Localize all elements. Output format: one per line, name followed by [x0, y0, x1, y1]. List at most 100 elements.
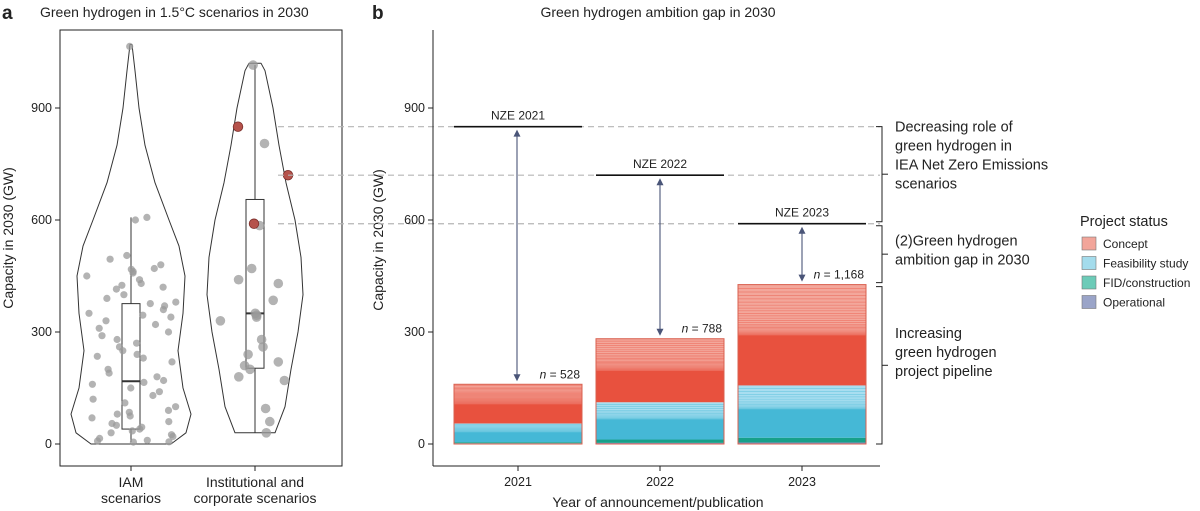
scatter-point-0-50 — [164, 406, 173, 414]
scatter-point-1-11 — [256, 334, 267, 345]
scatter-point-0-43 — [88, 380, 96, 388]
legend-swatch-1 — [1081, 256, 1097, 270]
scatter-point-0-52 — [113, 410, 121, 418]
gap-arrow-head-down-2022 — [656, 328, 664, 336]
bar-2021-fid — [454, 442, 582, 444]
highlight-point-0 — [232, 121, 244, 132]
scatter-point-1-12 — [258, 342, 268, 352]
nze-label-2022: NZE 2022 — [633, 157, 687, 171]
scatter-point-0-21 — [159, 306, 167, 314]
scatter-point-0-5 — [157, 261, 165, 269]
annotation-2-line-1: green hydrogen — [895, 345, 997, 361]
scatter-point-0-54 — [88, 414, 96, 422]
nze-label-2021: NZE 2021 — [491, 109, 545, 123]
scatter-point-0-29 — [98, 332, 106, 340]
legend-swatch-3 — [1081, 295, 1097, 309]
scatter-point-0-41 — [160, 376, 168, 385]
scatter-point-1-3 — [246, 263, 257, 274]
scatter-point-0-25 — [102, 317, 110, 325]
scatter-point-1-21 — [261, 428, 272, 438]
scatter-point-0-26 — [151, 320, 160, 329]
panel-a-xlabel-0-1: scenarios — [101, 490, 161, 506]
bracket-2 — [876, 286, 883, 445]
panel-a-xlabel-1-1: corporate scenarios — [194, 490, 317, 506]
bar-2022-feasibility-dense — [596, 418, 724, 440]
panel-b-xtick-label-0: 2021 — [504, 475, 532, 489]
bracket-1 — [876, 225, 883, 284]
bar-outline-2022 — [595, 338, 725, 445]
annotation-2-line-0: Increasing — [895, 326, 962, 342]
scatter-point-0-0 — [126, 42, 134, 51]
panel-b-ytick-label-900: 900 — [404, 101, 425, 115]
scatter-point-0-46 — [149, 391, 157, 400]
panel-b-annotations: Decreasing role of green hydrogen in IEA N… — [876, 120, 1048, 445]
bar-count-label-2023: n = 1,168 — [814, 268, 865, 282]
panel-b-ytick-label-600: 600 — [404, 213, 425, 227]
scatter-point-0-68 — [129, 438, 137, 446]
legend-label-1: Feasibility study — [1103, 257, 1188, 271]
scatter-point-1-5 — [273, 278, 284, 289]
panel-a-frame — [59, 29, 343, 467]
panel-a-ytick-label-0: 0 — [45, 437, 52, 451]
scatter-point-1-6 — [268, 295, 279, 306]
scatter-point-0-24 — [167, 313, 175, 321]
bar-count-label-2022: n = 788 — [682, 322, 723, 336]
panel-a-violins — [70, 44, 304, 445]
scatter-point-0-27 — [95, 324, 103, 332]
scatter-point-0-16 — [120, 291, 128, 299]
scatter-point-0-6 — [150, 264, 158, 273]
highlight-point-2 — [248, 218, 260, 229]
panel-b-bars: n = 528 n = 788 n = 1,168 — [453, 268, 867, 445]
legend-title: Project status — [1080, 214, 1168, 230]
scatter-point-0-9 — [129, 269, 137, 277]
panel-b-ylabel: Capacity in 2030 (GW) — [370, 169, 386, 311]
gap-arrow-head-down-2021 — [513, 374, 521, 382]
bar-2023-feasibility-dense — [738, 408, 866, 438]
scatter-point-0-45 — [155, 388, 163, 396]
scatter-point-0-18 — [172, 298, 180, 306]
scatter-point-0-33 — [119, 347, 127, 355]
scatter-point-1-13 — [243, 349, 253, 360]
legend-swatch-0 — [1081, 236, 1097, 251]
legend-label-3: Operational — [1103, 296, 1165, 310]
bar-2022-operational — [596, 442, 724, 444]
annotation-1-line-0: (2)Green hydrogen — [895, 234, 1018, 250]
scatter-point-0-30 — [113, 335, 121, 344]
scatter-point-0-53 — [126, 412, 134, 420]
legend-swatch-2 — [1081, 275, 1097, 290]
scatter-point-0-31 — [133, 339, 141, 347]
scatter-point-0-59 — [136, 425, 144, 433]
scatter-point-0-12 — [137, 279, 145, 288]
scatter-point-1-19 — [260, 403, 271, 414]
scatter-point-1-17 — [234, 372, 244, 382]
scatter-point-1-14 — [273, 357, 284, 367]
scatter-point-0-66 — [93, 437, 102, 445]
scatter-point-0-13 — [118, 281, 126, 289]
scatter-point-0-48 — [121, 399, 129, 407]
panel-b-ytick-label-300: 300 — [404, 325, 425, 339]
scatter-point-0-4 — [106, 255, 114, 263]
scatter-point-0-14 — [159, 283, 167, 291]
panel-a-xlabel-1-0: Institutional and — [206, 474, 304, 490]
annotation-0-line-0: Decreasing role of — [895, 120, 1014, 136]
scatter-point-0-35 — [93, 352, 101, 360]
scatter-point-0-22 — [85, 309, 93, 317]
bar-2022-fid — [596, 439, 724, 443]
scatter-point-1-10 — [215, 316, 226, 326]
nze-label-2023: NZE 2023 — [775, 206, 829, 220]
panel-b-letter: b — [372, 3, 384, 24]
scatter-point-1-16 — [245, 364, 255, 375]
scatter-point-0-3 — [123, 251, 131, 260]
gap-arrow-head-up-2021 — [513, 129, 521, 137]
scatter-point-1-1 — [259, 138, 270, 149]
panel-a-xlabel-0-0: IAM — [119, 474, 144, 490]
panel-a-letter: a — [2, 3, 13, 24]
scatter-point-0-10 — [83, 272, 91, 280]
panel-a-ytick-label-300: 300 — [31, 325, 52, 339]
scatter-point-0-42 — [140, 378, 148, 386]
gap-arrow-head-up-2023 — [798, 226, 806, 234]
bar-outline-2021 — [453, 383, 583, 445]
panel-b-axes: 0 300 600 900 2021 2022 2023 — [404, 30, 880, 489]
